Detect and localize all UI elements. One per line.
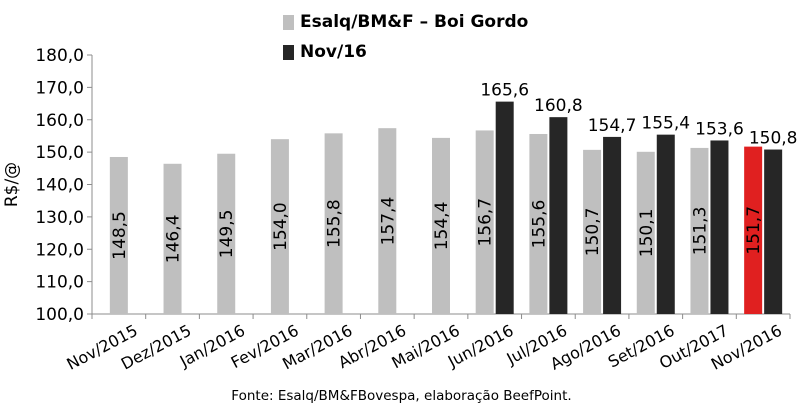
y-tick-label: 150,0: [35, 143, 84, 163]
data-label-series-2: 160,8: [534, 96, 583, 116]
data-label-series-2: 155,4: [641, 114, 690, 134]
data-label-series-1: 154,0: [271, 202, 291, 251]
bar-series-1: [636, 151, 655, 314]
bar-series-1: [324, 133, 343, 314]
y-tick-label: 100,0: [35, 305, 84, 325]
legend-label-series-1: Esalq/BM&F – Boi Gordo: [300, 12, 529, 32]
bar-series-1: [744, 146, 763, 314]
data-label-series-1: 151,7: [744, 206, 764, 255]
data-label-series-1: 155,8: [325, 199, 345, 248]
bar-series-1: [217, 153, 236, 314]
data-label-series-1: 155,6: [529, 200, 549, 249]
data-label-series-1: 156,7: [476, 198, 496, 247]
bar-series-2: [710, 140, 729, 314]
bar-series-2: [549, 117, 568, 314]
data-label-series-1: 150,7: [583, 208, 603, 257]
data-label-series-2: 154,7: [588, 116, 637, 136]
data-label-series-2: 165,6: [480, 81, 529, 101]
data-label-series-1: 149,5: [217, 210, 237, 259]
data-label-series-1: 150,1: [637, 209, 657, 258]
bar-series-1: [475, 130, 494, 314]
legend-swatch-series-2: [283, 44, 294, 60]
y-tick-label: 170,0: [35, 78, 84, 98]
y-axis-label: R$/@: [2, 162, 22, 207]
source-note: Fonte: Esalq/BM&FBovespa, elaboração Bee…: [231, 388, 572, 404]
y-tick-label: 160,0: [35, 111, 84, 131]
bar-series-1: [109, 156, 128, 314]
bar-series-1: [163, 163, 182, 314]
y-tick-label: 110,0: [35, 273, 84, 293]
data-label-series-2: 150,8: [749, 129, 798, 149]
bar-series-1: [690, 147, 709, 314]
legend-label-series-2: Nov/16: [300, 42, 367, 62]
y-tick-label: 180,0: [35, 46, 84, 66]
data-label-series-1: 157,4: [378, 197, 398, 246]
bar-series-1: [378, 128, 397, 314]
data-label-series-1: 154,4: [432, 202, 452, 251]
y-tick-label: 130,0: [35, 208, 84, 228]
bar-series-2: [495, 101, 514, 315]
bar-series-1: [583, 149, 602, 314]
y-tick-label: 140,0: [35, 176, 84, 196]
bar-series-2: [764, 149, 783, 314]
bar-series-2: [603, 136, 622, 314]
y-tick-label: 120,0: [35, 240, 84, 260]
bar-series-1: [432, 137, 450, 314]
legend-item-series-2: Nov/16: [283, 40, 528, 64]
legend-item-series-1: Esalq/BM&F – Boi Gordo: [283, 10, 528, 34]
bar-series-1: [270, 139, 289, 314]
data-label-series-1: 151,3: [690, 207, 710, 256]
data-label-series-2: 153,6: [695, 119, 744, 139]
legend: Esalq/BM&F – Boi Gordo Nov/16: [283, 10, 528, 70]
data-label-series-1: 146,4: [164, 215, 184, 264]
legend-swatch-series-1: [283, 14, 294, 30]
data-label-series-1: 148,5: [110, 211, 130, 260]
bar-series-1: [529, 133, 548, 314]
bar-series-2: [656, 134, 675, 314]
